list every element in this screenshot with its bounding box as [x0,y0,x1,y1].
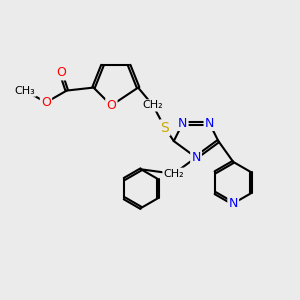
Text: N: N [191,151,201,164]
Text: CH₃: CH₃ [15,85,35,96]
Text: O: O [56,66,66,79]
Text: N: N [205,117,214,130]
Text: CH₂: CH₂ [143,100,163,110]
Text: CH₂: CH₂ [164,169,184,179]
Text: O: O [106,99,116,112]
Text: S: S [160,121,169,135]
Text: O: O [41,96,51,109]
Text: N: N [229,197,238,210]
Text: N: N [178,117,188,130]
